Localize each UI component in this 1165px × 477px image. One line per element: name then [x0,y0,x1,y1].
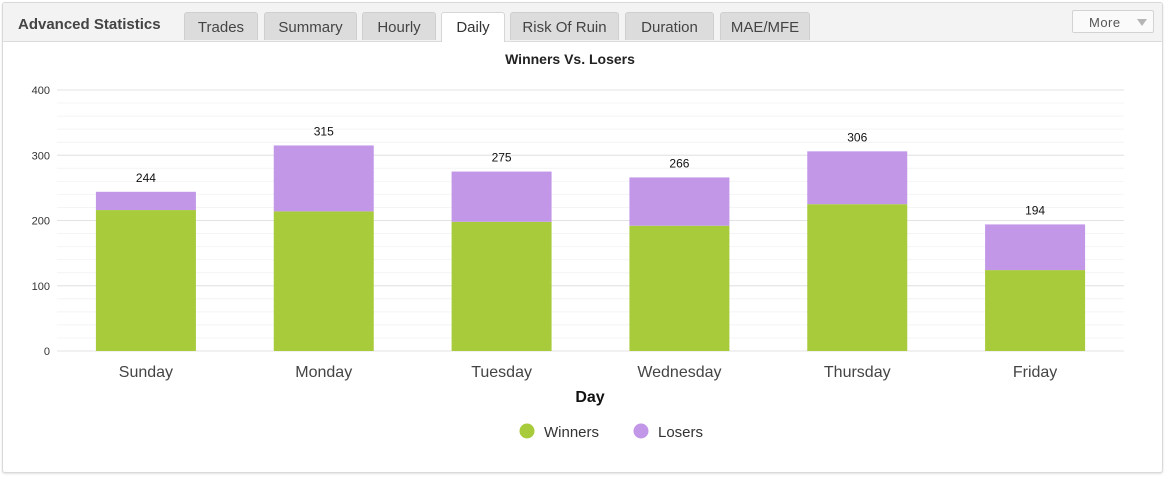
bar-winners-tuesday[interactable] [451,221,552,351]
tab-duration[interactable]: Duration [625,12,714,40]
y-tick-label: 200 [32,216,50,228]
panel-header: Advanced Statistics Trades Summary Hourl… [3,3,1162,42]
y-tick-label: 400 [32,85,50,97]
legend-marker [519,423,535,439]
bar-total-label: 315 [314,124,334,138]
bar-winners-friday[interactable] [985,270,1086,351]
bar-total-label: 194 [1025,203,1045,217]
chevron-down-icon [1137,19,1147,26]
bar-total-label: 244 [136,171,156,185]
chart-title: Winners Vs. Losers [505,51,635,67]
bar-losers-monday[interactable] [273,145,374,212]
legend-item-losers[interactable]: Losers [633,423,704,442]
tab-hourly[interactable]: Hourly [362,12,436,40]
y-tick-label: 0 [44,346,50,358]
y-tick-label: 100 [32,281,50,293]
legend-label: Winners [544,424,599,441]
bar-winners-thursday[interactable] [807,204,908,351]
bar-winners-sunday[interactable] [95,210,196,351]
bar-losers-friday[interactable] [985,224,1086,271]
x-tick-label: Tuesday [471,364,532,381]
tab-risk-of-ruin[interactable]: Risk Of Ruin [510,12,619,40]
bar-losers-thursday[interactable] [807,151,908,205]
legend-item-winners[interactable]: Winners [519,423,600,442]
tab-summary[interactable]: Summary [264,12,357,40]
bar-total-label: 275 [492,151,512,165]
bar-winners-monday[interactable] [273,211,374,351]
bar-total-label: 266 [669,156,689,170]
y-tick-label: 300 [32,150,50,162]
tab-daily[interactable]: Daily [441,12,505,42]
bar-total-label: 306 [847,130,867,144]
x-tick-label: Friday [1013,364,1057,381]
more-dropdown[interactable]: More [1072,10,1154,33]
tab-trades[interactable]: Trades [184,12,258,40]
x-tick-label: Sunday [119,364,173,381]
x-tick-label: Monday [295,364,352,381]
x-axis-title: Day [575,389,604,406]
bar-losers-tuesday[interactable] [451,171,552,222]
panel-title: Advanced Statistics [18,16,161,33]
bar-losers-wednesday[interactable] [629,177,730,226]
legend-label: Losers [658,424,703,441]
more-label: More [1089,15,1121,30]
x-tick-label: Thursday [824,364,891,381]
tab-mae-mfe[interactable]: MAE/MFE [720,12,810,40]
legend-marker [633,423,649,439]
x-tick-label: Wednesday [637,364,721,381]
bar-losers-sunday[interactable] [95,191,196,211]
bar-winners-wednesday[interactable] [629,225,730,351]
